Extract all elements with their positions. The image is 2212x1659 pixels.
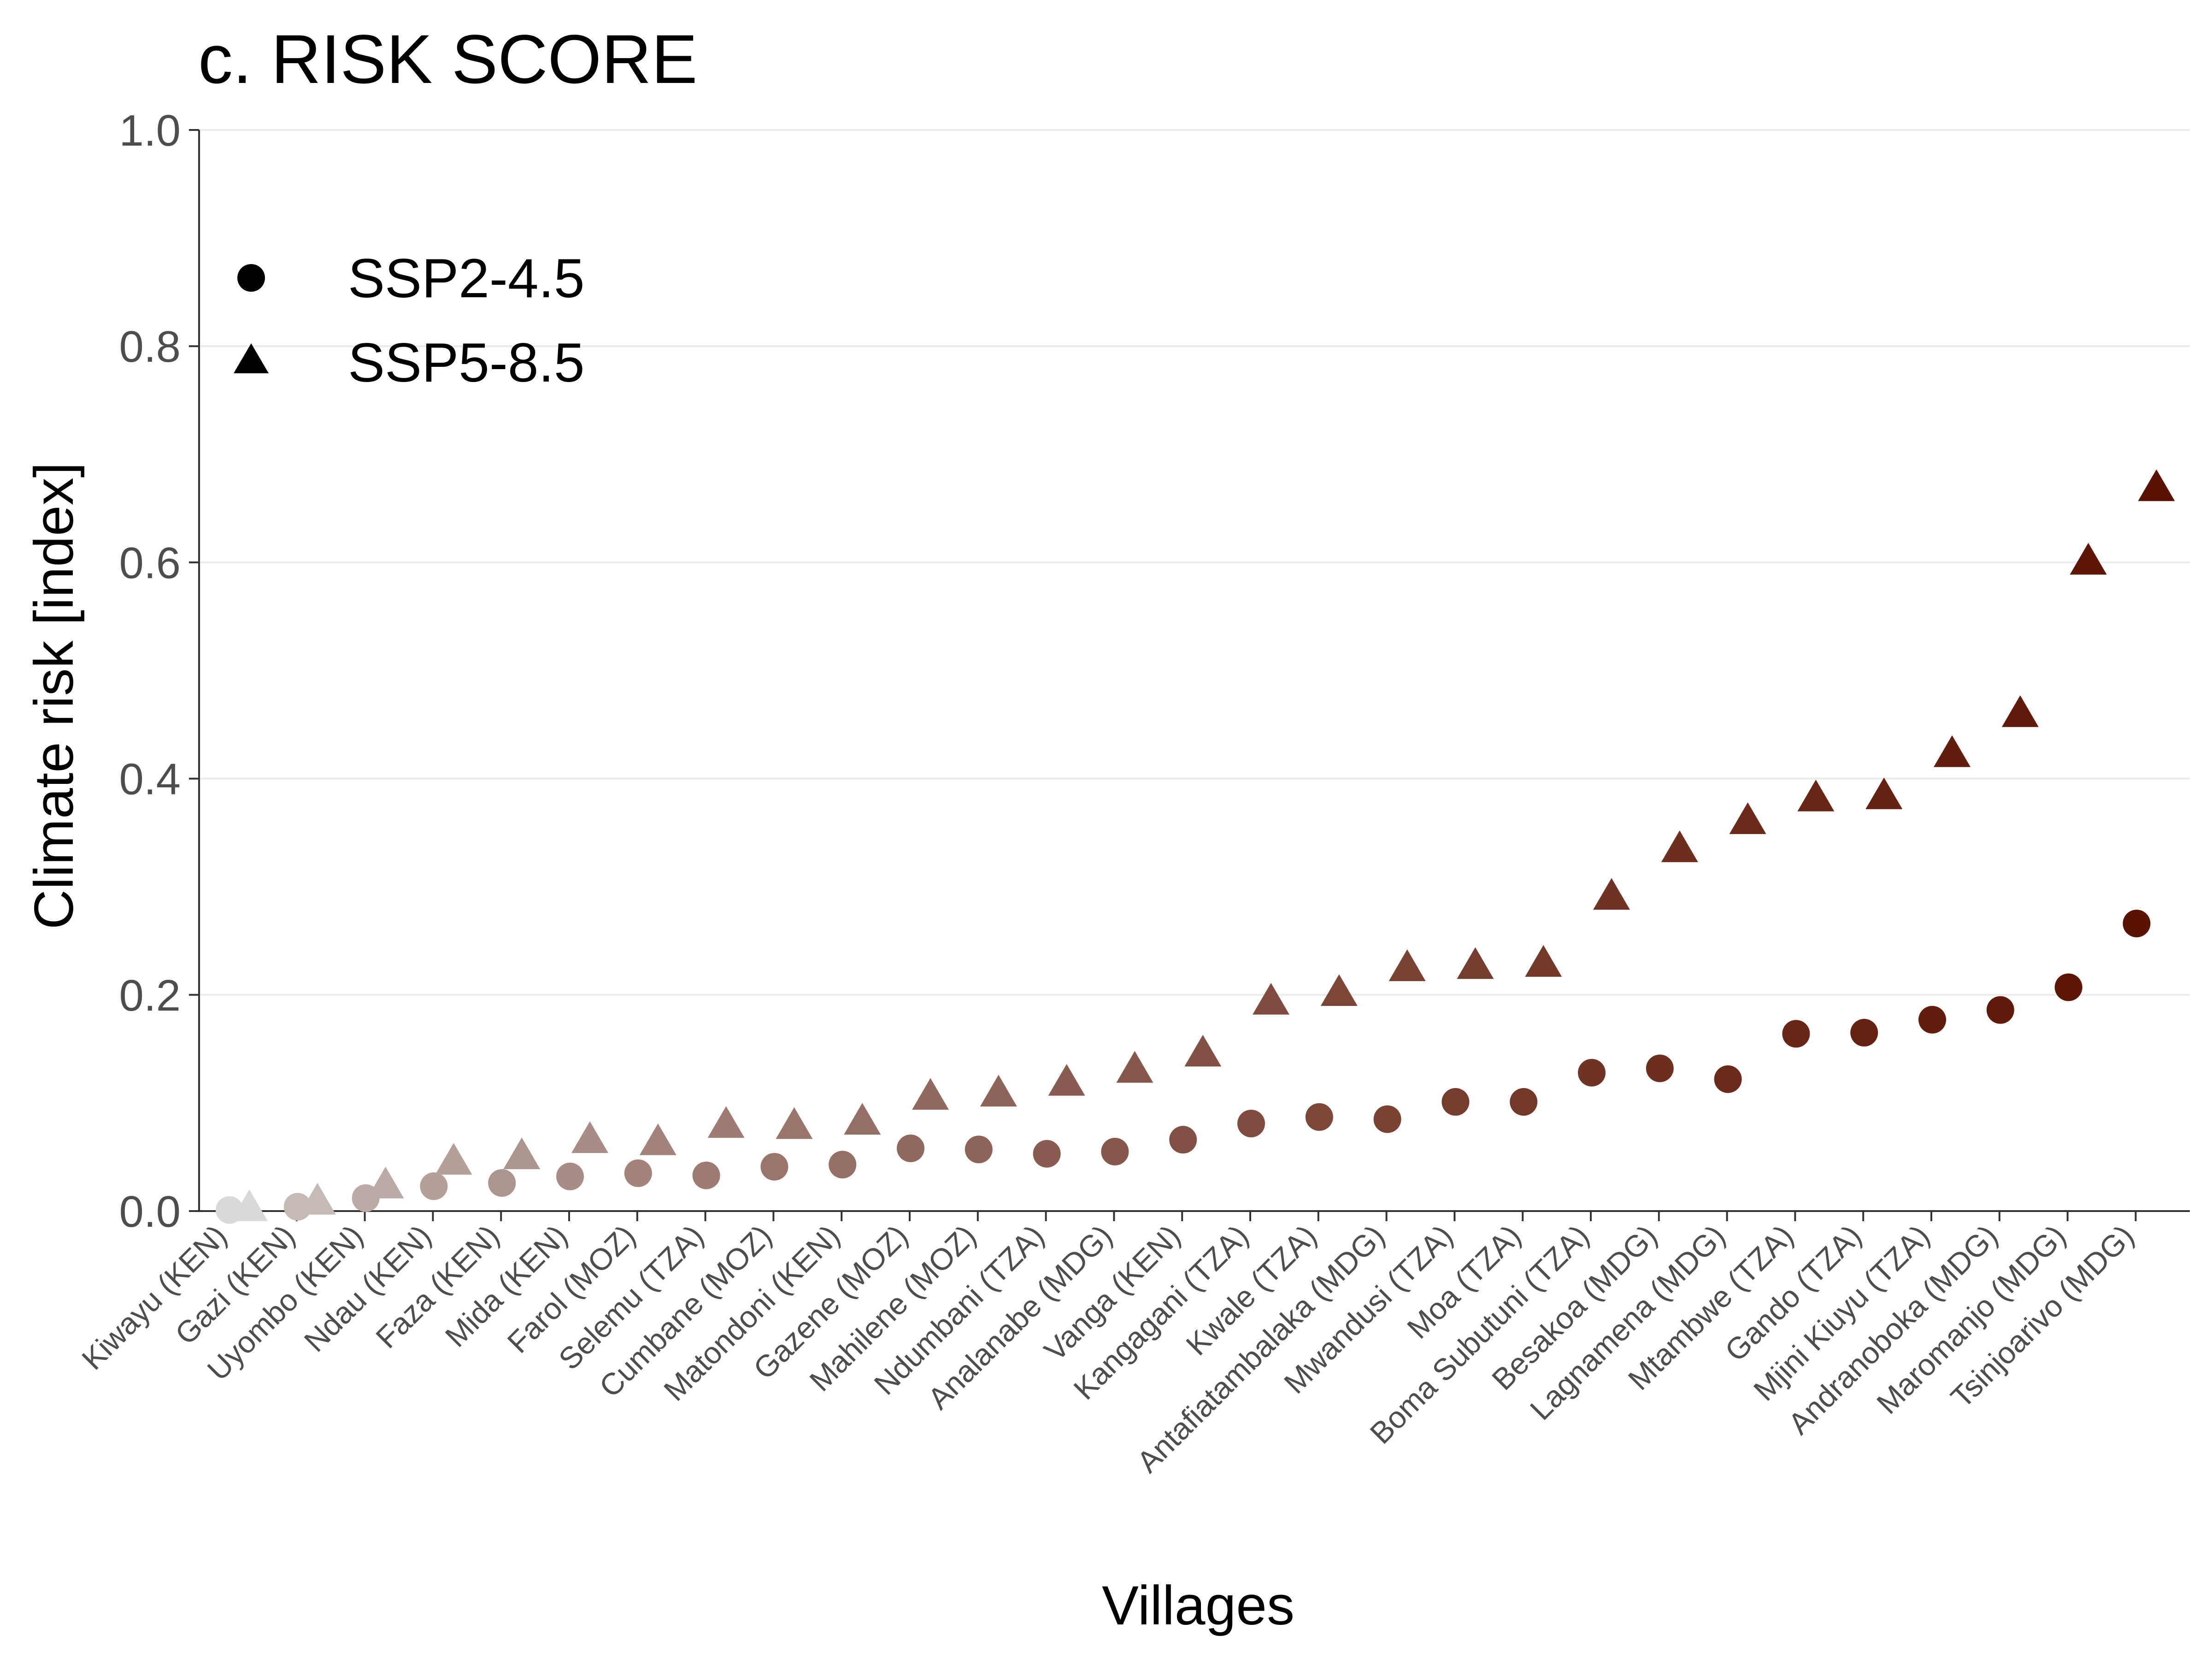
- ssp585-point: [1184, 1035, 1222, 1067]
- y-tick-label: 0.4: [119, 755, 181, 804]
- legend-label-ssp245: SSP2-4.5: [348, 247, 585, 309]
- y-tick-label: 0.0: [119, 1187, 181, 1236]
- ssp245-point: [556, 1162, 584, 1190]
- y-tick-label: 1.0: [119, 106, 181, 155]
- ssp585-point: [1048, 1064, 1085, 1096]
- ssp245-point: [1101, 1137, 1129, 1165]
- ssp585-point: [1320, 974, 1358, 1006]
- ssp245-point: [1782, 1020, 1810, 1048]
- ssp245-point: [1373, 1105, 1401, 1133]
- x-axis-title: Villages: [1102, 1575, 1294, 1636]
- ssp585-point: [912, 1078, 949, 1110]
- ssp585-point: [435, 1143, 472, 1175]
- ssp245-point: [1237, 1109, 1265, 1137]
- ssp245-point: [1578, 1059, 1606, 1087]
- ssp245-point: [1033, 1140, 1061, 1168]
- ssp585-point: [1729, 802, 1766, 834]
- ssp245-point: [1986, 996, 2014, 1024]
- ssp245-point: [283, 1193, 312, 1221]
- ssp585-point: [776, 1107, 813, 1139]
- ssp245-point: [1918, 1006, 1946, 1034]
- ssp245-point: [216, 1196, 243, 1224]
- ssp245-point: [2054, 973, 2083, 1001]
- ssp585-point: [1797, 779, 1835, 812]
- ssp585-point: [1934, 735, 1971, 767]
- ssp585-point: [571, 1121, 608, 1153]
- ssp245-point: [1441, 1088, 1470, 1116]
- legend: SSP2-4.5 SSP5-8.5: [234, 247, 585, 394]
- ssp245-point: [760, 1153, 788, 1181]
- ssp585-point: [844, 1103, 881, 1135]
- ssp245-point: [897, 1134, 924, 1162]
- ssp245-point: [1305, 1103, 1333, 1131]
- chart-title: c. RISK SCORE: [198, 20, 698, 98]
- ssp585-point: [2070, 543, 2107, 575]
- y-tick-label: 0.2: [119, 971, 181, 1020]
- ssp245-point: [624, 1159, 652, 1187]
- ssp245-point: [2123, 909, 2151, 937]
- y-tick-label: 0.8: [119, 322, 181, 371]
- ssp585-point: [2138, 469, 2175, 501]
- ssp245-point: [420, 1172, 448, 1200]
- ssp245-point: [829, 1151, 857, 1179]
- ssp585-point: [980, 1075, 1017, 1107]
- ssp245-point: [965, 1135, 993, 1164]
- ssp585-point: [1593, 878, 1630, 910]
- ssp585-point: [1253, 982, 1289, 1015]
- y-tick-label: 0.6: [119, 538, 181, 588]
- data-points: [216, 469, 2175, 1224]
- ssp585-point: [1525, 945, 1562, 977]
- legend-circle-marker: [237, 264, 265, 292]
- ssp585-point: [1116, 1051, 1153, 1083]
- legend-label-ssp585: SSP5-8.5: [348, 332, 585, 394]
- ssp585-point: [639, 1123, 677, 1155]
- y-axis-title: Climate risk [index]: [23, 462, 85, 930]
- ssp585-point: [503, 1137, 541, 1170]
- ssp245-point: [692, 1161, 720, 1189]
- ssp585-point: [1865, 777, 1903, 809]
- ssp585-point: [1457, 947, 1494, 979]
- ssp585-point: [707, 1106, 745, 1138]
- ssp585-point: [1661, 830, 1698, 862]
- y-axis: 0.0 0.2 0.4 0.6 0.8 1.0: [119, 106, 200, 1236]
- ssp245-point: [1646, 1054, 1674, 1082]
- ssp245-point: [1850, 1018, 1878, 1047]
- ssp585-point: [2001, 695, 2039, 727]
- ssp245-point: [352, 1184, 380, 1212]
- ssp245-point: [1510, 1088, 1538, 1116]
- ssp245-point: [488, 1169, 516, 1197]
- ssp245-point: [1714, 1065, 1742, 1093]
- ssp585-point: [1388, 949, 1426, 981]
- ssp245-point: [1169, 1126, 1197, 1154]
- x-axis: Kiwayu (KEN)Gazi (KEN)Uyombo (KEN)Ndau (…: [75, 1210, 2190, 1479]
- legend-triangle-marker: [234, 343, 269, 373]
